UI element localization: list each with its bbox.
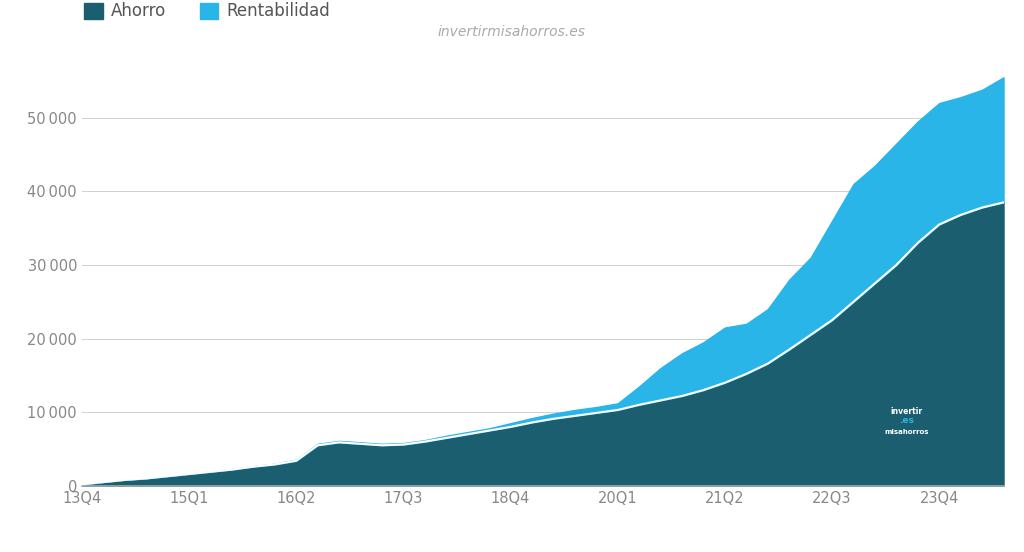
Circle shape	[847, 396, 967, 450]
Text: .es: .es	[899, 416, 914, 425]
Text: misahorros: misahorros	[885, 429, 929, 436]
Legend: Ahorro, Rentabilidad: Ahorro, Rentabilidad	[81, 0, 334, 24]
Text: invertir: invertir	[891, 407, 923, 416]
Text: invertirmisahorros.es: invertirmisahorros.es	[438, 25, 586, 39]
